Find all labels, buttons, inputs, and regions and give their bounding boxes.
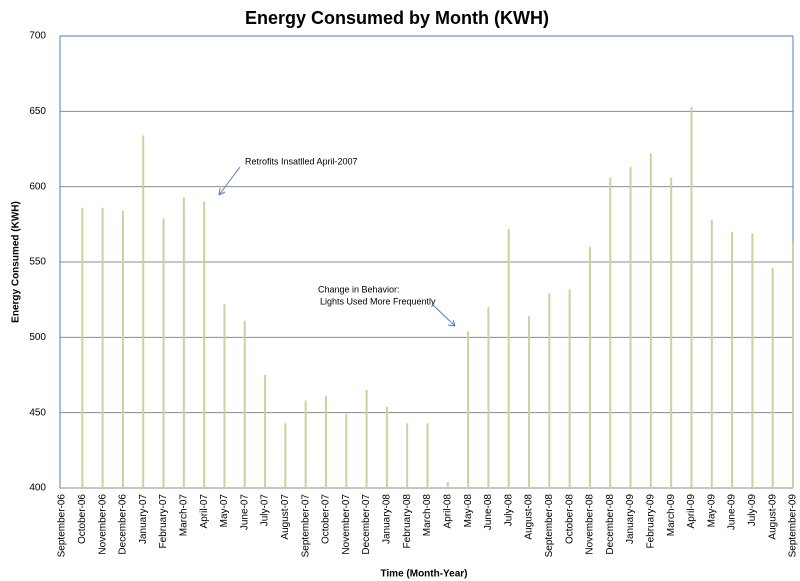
- x-tick-label: April-08: [442, 494, 453, 529]
- bar: [487, 307, 490, 488]
- x-tick-label: November-08: [585, 494, 596, 555]
- x-tick-label: January-09: [625, 494, 636, 544]
- bar: [243, 320, 246, 488]
- bar: [751, 233, 754, 488]
- x-tick-label: July-09: [747, 494, 758, 527]
- bar: [304, 400, 307, 488]
- bar: [182, 197, 185, 489]
- bar: [446, 481, 449, 488]
- bar: [284, 423, 287, 488]
- bar: [162, 218, 165, 488]
- bar: [345, 414, 348, 488]
- bar: [426, 423, 429, 488]
- bar: [528, 316, 531, 488]
- y-tick-label: 450: [29, 407, 46, 418]
- bar: [568, 289, 571, 488]
- x-tick-label: June-09: [727, 494, 738, 531]
- x-tick-label: September-06: [57, 494, 68, 558]
- bar: [406, 423, 409, 488]
- x-tick-label: April-07: [199, 494, 210, 529]
- y-tick-label: 700: [29, 31, 46, 42]
- x-tick-label: February-08: [402, 494, 413, 549]
- x-tick-label: November-07: [341, 494, 352, 555]
- x-tick-label: April-09: [686, 494, 697, 529]
- x-axis-label: Time (Month-Year): [380, 569, 467, 580]
- x-tick-label: December-07: [361, 494, 372, 555]
- bar: [792, 242, 794, 488]
- y-tick-label: 500: [29, 332, 46, 343]
- bar: [649, 153, 652, 488]
- x-tick-label: August-09: [767, 494, 778, 540]
- x-tick-label: December-08: [605, 494, 616, 555]
- x-tick-label: February-09: [646, 494, 657, 549]
- bar: [385, 406, 388, 488]
- bar: [507, 228, 510, 488]
- x-tick-label: October-08: [564, 494, 575, 544]
- annotation-arrows: [218, 166, 456, 327]
- x-tick-label: September-07: [300, 494, 311, 558]
- bar: [81, 207, 84, 488]
- bar: [629, 167, 632, 488]
- bar: [670, 177, 673, 489]
- x-tick-label: May-09: [706, 494, 717, 528]
- chart-title: Energy Consumed by Month (KWH): [245, 8, 549, 28]
- x-tick-label: September-09: [788, 494, 799, 558]
- x-tick-label: May-08: [463, 494, 474, 528]
- annotation: Change in Behavior:: [318, 284, 400, 294]
- y-tick-label: 400: [29, 483, 46, 494]
- bar: [365, 390, 368, 488]
- annotation: Retrofits Insatlled April-2007: [245, 156, 358, 166]
- x-tick-label: June-07: [239, 494, 250, 531]
- x-tick-label: January-08: [382, 494, 393, 544]
- y-axis-label: Energy Consumed (KWH): [11, 201, 22, 323]
- x-tick-label: March-07: [178, 494, 189, 537]
- x-tick-label: July-07: [260, 494, 271, 527]
- x-tick-label: February-07: [158, 494, 169, 549]
- bar: [690, 106, 693, 489]
- x-tick-label: August-08: [524, 494, 535, 540]
- bar: [609, 177, 612, 489]
- x-tick-label: October-06: [77, 494, 88, 544]
- bar: [223, 304, 226, 488]
- bar: [588, 246, 591, 488]
- bar: [203, 201, 206, 488]
- bar: [142, 135, 145, 488]
- bar: [324, 396, 327, 488]
- bar: [101, 207, 104, 488]
- x-tick-label: July-08: [503, 494, 514, 527]
- y-tick-label: 650: [29, 106, 46, 117]
- bar: [467, 331, 470, 488]
- x-tick-label: August-07: [280, 494, 291, 540]
- bar: [710, 219, 713, 488]
- x-tick-label: October-07: [321, 494, 332, 544]
- x-tick-label: March-08: [422, 494, 433, 537]
- x-tick-label: November-06: [97, 494, 108, 555]
- bar: [121, 210, 124, 489]
- x-tick-label: December-06: [118, 494, 129, 555]
- x-tick-label: June-08: [483, 494, 494, 531]
- bar: [548, 293, 551, 488]
- y-tick-label: 600: [29, 181, 46, 192]
- x-tick-label: May-07: [219, 494, 230, 528]
- x-tick-label: September-08: [544, 494, 555, 558]
- y-tick-label: 550: [29, 257, 46, 268]
- bar: [731, 231, 734, 488]
- bar: [264, 375, 267, 488]
- x-tick-label: January-07: [138, 494, 149, 544]
- annotation: Lights Used More Frequently: [320, 296, 436, 306]
- bar: [771, 268, 774, 488]
- x-tick-label: March-09: [666, 494, 677, 537]
